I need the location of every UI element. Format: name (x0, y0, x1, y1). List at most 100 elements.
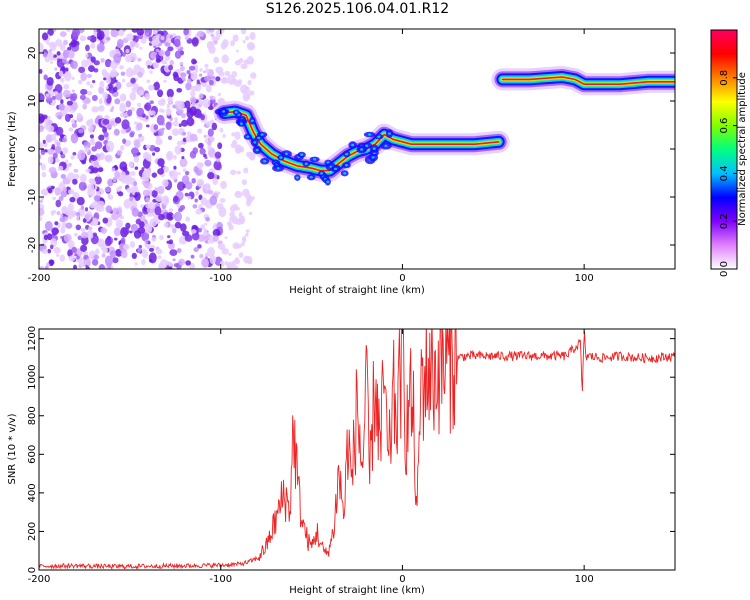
noise-speckle (136, 107, 145, 118)
noise-speckle (155, 220, 161, 225)
noise-speckle (149, 110, 156, 116)
noise-speckle (141, 248, 147, 253)
noise-speckle (152, 152, 156, 156)
noise-speckle (101, 253, 106, 258)
noise-speckle (129, 171, 136, 176)
noise-speckle (120, 145, 125, 151)
noise-speckle (142, 189, 150, 197)
ridge-blob-core (365, 144, 369, 147)
noise-speckle (104, 186, 112, 193)
x-tick-label: -100 (209, 273, 232, 284)
noise-speckle (168, 239, 174, 245)
noise-speckle (39, 142, 44, 149)
noise-speckle (91, 258, 99, 266)
noise-speckle (94, 194, 101, 203)
noise-speckle (119, 65, 124, 70)
noise-speckle (233, 265, 239, 269)
noise-speckle (244, 35, 250, 41)
noise-speckle (96, 200, 105, 207)
noise-speckle (89, 139, 96, 146)
noise-speckle (187, 196, 192, 200)
noise-speckle (215, 66, 224, 74)
noise-speckle (56, 211, 61, 216)
noise-speckle (106, 97, 112, 104)
noise-speckle (113, 227, 121, 237)
noise-speckle (60, 99, 64, 104)
noise-speckle (85, 98, 91, 104)
ridge-band (213, 66, 675, 186)
noise-speckle (217, 142, 223, 150)
noise-speckle (230, 142, 238, 149)
noise-speckle (184, 170, 190, 176)
noise-speckle (70, 39, 78, 48)
noise-speckle (216, 203, 224, 210)
noise-speckle (62, 186, 68, 193)
noise-speckle (52, 152, 58, 159)
noise-speckle (205, 84, 212, 93)
ridge-blob-core (333, 167, 337, 171)
noise-speckle (186, 108, 194, 119)
noise-speckle (199, 253, 204, 259)
noise-speckle (196, 162, 204, 169)
noise-speckle (161, 195, 170, 206)
noise-speckle (106, 36, 111, 41)
ridge-blob-core (377, 135, 381, 138)
noise-speckle (224, 261, 229, 266)
noise-speckle (60, 153, 66, 159)
noise-speckle (155, 248, 163, 255)
noise-speckle (207, 128, 214, 137)
noise-speckle (48, 167, 57, 174)
noise-speckle (232, 34, 239, 42)
noise-speckle (207, 145, 213, 151)
noise-speckle (93, 31, 97, 36)
noise-speckle (235, 49, 239, 53)
noise-speckle (179, 65, 185, 72)
noise-speckle (68, 255, 76, 262)
noise-speckle (109, 250, 117, 259)
noise-speckle (89, 34, 97, 43)
noise-speckle (69, 114, 74, 119)
noise-speckle (122, 227, 130, 236)
noise-speckle (208, 29, 215, 33)
noise-speckle (210, 75, 216, 80)
noise-speckle (76, 255, 80, 260)
noise-speckle (54, 67, 58, 71)
noise-speckle (116, 149, 123, 156)
y-tick-label: -20 (27, 237, 38, 253)
noise-speckle (102, 91, 108, 99)
noise-speckle (176, 140, 183, 146)
noise-speckle (99, 98, 103, 103)
noise-speckle (145, 124, 150, 128)
noise-speckle (96, 204, 105, 212)
noise-speckle (189, 133, 198, 142)
noise-speckle (242, 237, 247, 243)
noise-speckle (120, 71, 126, 76)
noise-speckle (193, 73, 198, 78)
noise-speckle (165, 121, 172, 130)
noise-speckle (97, 167, 104, 173)
noise-speckle (67, 203, 74, 212)
noise-speckle (107, 178, 114, 187)
noise-speckle (109, 69, 118, 77)
noise-speckle (167, 46, 174, 52)
noise-speckle (102, 118, 110, 125)
noise-speckle (174, 50, 182, 59)
noise-speckle (129, 52, 137, 62)
noise-speckle (127, 109, 133, 117)
noise-speckle (169, 34, 173, 39)
noise-speckle (174, 38, 181, 48)
noise-speckle (98, 263, 106, 269)
noise-speckle (39, 208, 45, 216)
noise-speckle (119, 112, 126, 118)
noise-speckle (59, 31, 67, 38)
noise-speckle (76, 215, 80, 221)
noise-speckle (104, 60, 111, 68)
noise-speckle (186, 117, 195, 127)
ridge-blob-core (304, 162, 308, 165)
noise-speckle (50, 185, 55, 190)
noise-speckle (219, 198, 226, 203)
noise-speckle (78, 258, 87, 268)
noise-speckle (242, 188, 250, 197)
noise-speckle (41, 171, 47, 178)
